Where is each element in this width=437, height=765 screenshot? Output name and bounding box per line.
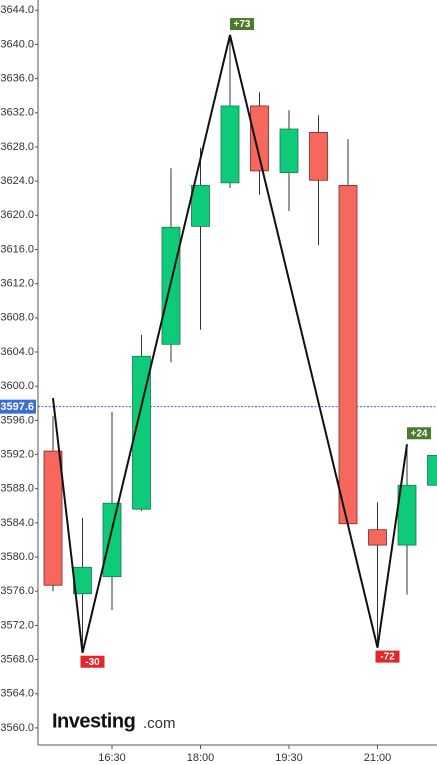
x-tick-label: 19:30 (275, 752, 303, 764)
zigzag-label: +24 (407, 427, 431, 439)
y-tick-label: 3636.0 (0, 73, 34, 85)
y-tick-label: 3568.0 (0, 653, 34, 665)
zigzag-label: -72 (375, 650, 400, 663)
zigzag-label-bg (407, 427, 431, 440)
y-tick-label: 3644.0 (0, 4, 34, 16)
candle-body (132, 355, 151, 510)
candle-body (368, 529, 387, 546)
y-tick-label: 3600.0 (0, 380, 34, 392)
candle-body (250, 105, 269, 172)
zigzag-label-text: -72 (380, 652, 395, 663)
y-tick-label: 3560.0 (0, 722, 34, 734)
current-price-label: 3597.6 (0, 401, 34, 413)
y-tick-label: 3624.0 (0, 175, 34, 187)
candle-body (397, 484, 417, 546)
candle-body (102, 502, 122, 578)
y-tick-label: 3620.0 (0, 209, 34, 221)
zigzag-label: -30 (80, 655, 105, 668)
y-tick-label: 3608.0 (0, 312, 34, 324)
zigzag-label-text: -30 (85, 657, 100, 668)
y-tick-label: 3584.0 (0, 517, 34, 529)
zigzag-label-text: +24 (411, 428, 428, 439)
x-tick-label: 16:30 (98, 752, 126, 764)
y-tick-label: 3596.0 (0, 414, 34, 426)
y-tick-label: 3588.0 (0, 483, 34, 495)
y-tick-label: 3616.0 (0, 243, 34, 255)
candle-body (279, 128, 299, 173)
y-tick-label: 3632.0 (0, 107, 34, 119)
x-tick-label: 18:00 (187, 752, 215, 764)
y-tick-label: 3640.0 (0, 38, 34, 50)
y-tick-label: 3572.0 (0, 619, 34, 631)
zigzag-label-bg (375, 650, 400, 663)
y-tick-label: 3628.0 (0, 141, 34, 153)
y-tick-label: 3564.0 (0, 688, 34, 700)
y-tick-label: 3604.0 (0, 346, 34, 358)
y-tick-label: 3612.0 (0, 278, 34, 290)
zigzag-label-bg (80, 655, 105, 668)
candle-body (427, 454, 437, 486)
logo-name: Investing (52, 710, 135, 732)
y-tick-label: 3580.0 (0, 551, 34, 563)
logo-suffix: .com (143, 715, 176, 732)
current-price-tag: 3597.6 (0, 399, 36, 414)
zigzag-line (52, 34, 408, 653)
candle-body (309, 132, 328, 181)
zigzag-label: +73 (230, 18, 254, 30)
candle-body (43, 450, 63, 586)
y-tick-label: 3576.0 (0, 585, 34, 597)
zigzag-label-text: +73 (234, 19, 251, 30)
candle-body (220, 105, 240, 184)
candle-body (191, 184, 210, 227)
candle-body (338, 184, 358, 525)
current-price-bg (0, 399, 36, 414)
y-tick-label: 3592.0 (0, 448, 34, 460)
zigzag-label-bg (230, 18, 254, 31)
x-tick-label: 21:00 (364, 752, 392, 764)
